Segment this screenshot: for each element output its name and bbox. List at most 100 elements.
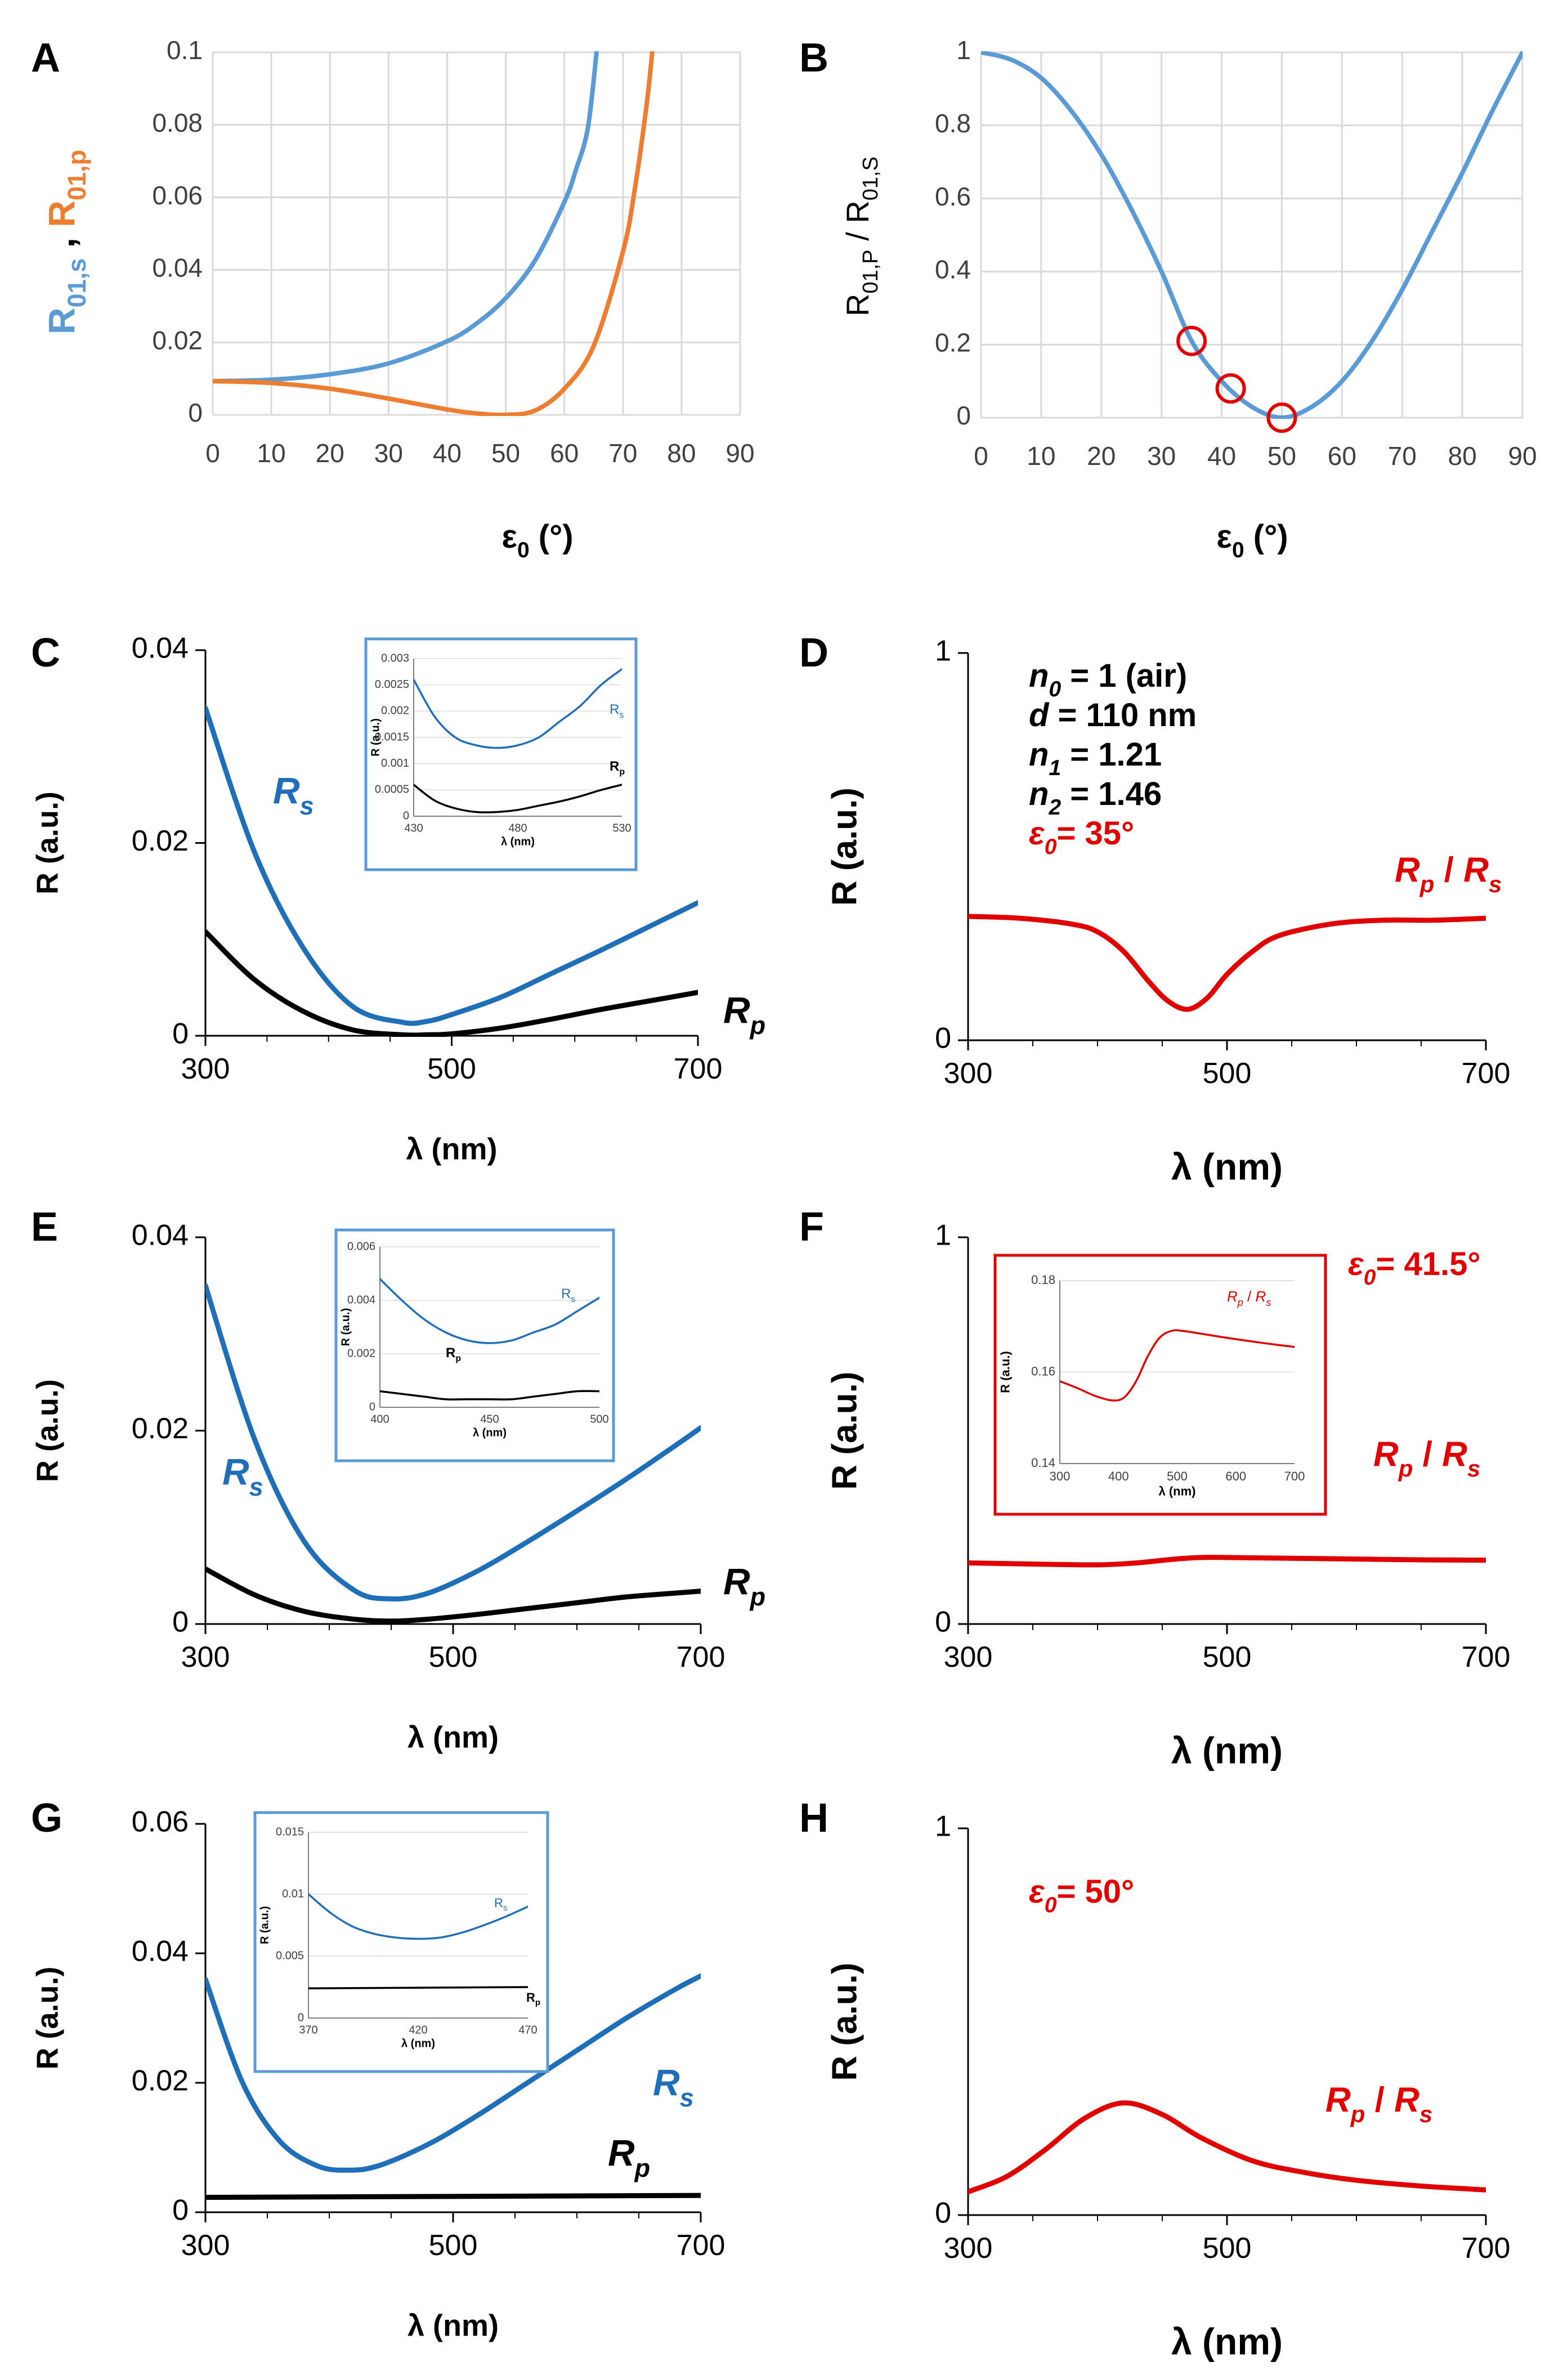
inset-y-tick-label: 0.015 (276, 1826, 304, 1838)
inset-x-tick-label: 600 (1225, 1469, 1246, 1483)
y-axis-title: R (a.u.) (30, 791, 64, 894)
panel-label: F (799, 1205, 824, 1250)
inset-x-tick-label: 470 (518, 2024, 537, 2036)
label-part: ε (1348, 1246, 1364, 1282)
label-part: d (1029, 697, 1050, 733)
x-tick-label: 10 (257, 439, 286, 468)
x-axis-title: λ (nm) (1171, 1729, 1283, 1771)
y-tick-label: 0.06 (152, 181, 203, 210)
y-tick-label: 0 (172, 1018, 189, 1050)
label-part: 0 (1049, 677, 1061, 701)
label-part: R (840, 294, 875, 316)
inset-y-tick-label: 0 (403, 809, 409, 822)
y-tick-label: 0.8 (935, 109, 971, 138)
angle-label: ε0= 41.5° (1348, 1246, 1481, 1289)
x-tick-label: 10 (1027, 441, 1055, 471)
series-line-rs (414, 668, 622, 749)
inset-series-label: Rp / Rs (1227, 1288, 1271, 1308)
inset-y-tick-label: 0.0005 (375, 784, 409, 796)
y-tick-label: 0.04 (132, 632, 189, 665)
x-tick-label: 500 (1203, 1057, 1252, 1090)
label-part: / (1434, 851, 1463, 889)
y-tick-label: 0.02 (132, 825, 189, 857)
y-tick-label: 0.04 (152, 253, 203, 283)
label-part: ε (1216, 518, 1232, 555)
label-part: R (723, 1560, 750, 1602)
label-part: s (571, 1295, 575, 1304)
label-part: = 110 nm (1049, 697, 1197, 733)
series-line-rp-rs (968, 2100, 1486, 2195)
x-tick-label: 700 (1462, 1057, 1511, 1090)
inset-y-tick-label: 0.18 (1031, 1273, 1055, 1287)
inset-series-label: Rp (526, 1990, 540, 2008)
label-part: p (535, 1998, 540, 2007)
series-line-rs (205, 705, 698, 1026)
x-axis-title: λ (nm) (407, 2309, 499, 2342)
inset-series-label: Rp (610, 759, 625, 776)
inset-x-tick-label: 300 (1050, 1469, 1071, 1483)
inset-frame (993, 1254, 1327, 1516)
param-label: n2 = 1.46 (1029, 776, 1162, 819)
label-part: R (526, 1990, 535, 2005)
panel-label: G (31, 1796, 62, 1841)
series-line-rp-rs (968, 914, 1486, 1012)
inset-x-tick-label: 420 (409, 2024, 427, 2036)
inset-x-tick-label: 400 (370, 1413, 389, 1425)
series-label-rp: Rp (723, 1560, 765, 1611)
x-tick-label: 500 (1203, 1641, 1252, 1674)
x-tick-label: 300 (944, 1641, 993, 1674)
label-part: 01,P (859, 249, 883, 293)
y-tick-label: 0.2 (935, 328, 971, 357)
label-part: R (1463, 851, 1489, 889)
param-label: d = 110 nm (1029, 697, 1197, 733)
inset-y-tick-label: 0.002 (381, 705, 409, 717)
label-part: 0 (1045, 1893, 1057, 1917)
inset-series-label: Rs (561, 1286, 575, 1304)
x-tick-label: 90 (725, 439, 754, 468)
label-part: = 35° (1056, 815, 1134, 852)
series-label-rs: Rs (653, 2061, 694, 2112)
label-part: n (1029, 736, 1049, 773)
x-tick-label: 20 (1087, 441, 1116, 471)
inset-x-tick-label: 530 (612, 822, 631, 834)
y-tick-label: 0 (935, 2197, 951, 2230)
y-axis-title: R01,s , R01,p (41, 150, 91, 334)
label-part: ε (1029, 815, 1045, 852)
label-part: p (634, 2154, 651, 2182)
series-line-rp (205, 2193, 701, 2200)
label-part: R (41, 200, 82, 227)
label-part: R (723, 989, 750, 1031)
series-line-rp (380, 1390, 599, 1401)
label-part: / (1413, 1435, 1442, 1474)
inset-x-tick-label: 370 (299, 2024, 317, 2036)
x-tick-label: 80 (667, 439, 696, 468)
inset-x-tick-label: 480 (508, 822, 527, 834)
series-label-rs: Rs (273, 770, 314, 820)
label-part: s (1419, 2101, 1432, 2127)
inset-y-tick-label: 0.0025 (375, 678, 409, 691)
inset-frame (364, 637, 638, 871)
y-tick-label: 0 (935, 1022, 951, 1055)
series-line-rs (308, 1893, 528, 1940)
y-axis-title: R (a.u.) (825, 788, 864, 906)
inset-x-tick-label: 700 (1284, 1469, 1305, 1483)
inset-x-tick-label: 430 (404, 822, 423, 834)
label-part: R (1227, 1288, 1238, 1305)
y-tick-label: 0.04 (132, 1219, 189, 1252)
label-part: R (1394, 2081, 1419, 2119)
x-tick-label: 20 (316, 439, 344, 468)
ratio-label: Rp / Rs (1373, 1435, 1480, 1481)
x-tick-label: 300 (181, 1641, 230, 1674)
series-line-r01-s (213, 51, 599, 384)
y-tick-label: 1 (956, 35, 971, 65)
inset-x-axis-title: λ (nm) (401, 2037, 435, 2050)
inset-y-tick-label: 0.005 (276, 1949, 304, 1962)
label-part: n (1029, 657, 1049, 694)
y-tick-label: 1 (935, 1219, 951, 1252)
label-part: / (1365, 2081, 1394, 2119)
y-axis-title: R (a.u.) (825, 1962, 864, 2081)
panel-label: D (799, 630, 828, 675)
